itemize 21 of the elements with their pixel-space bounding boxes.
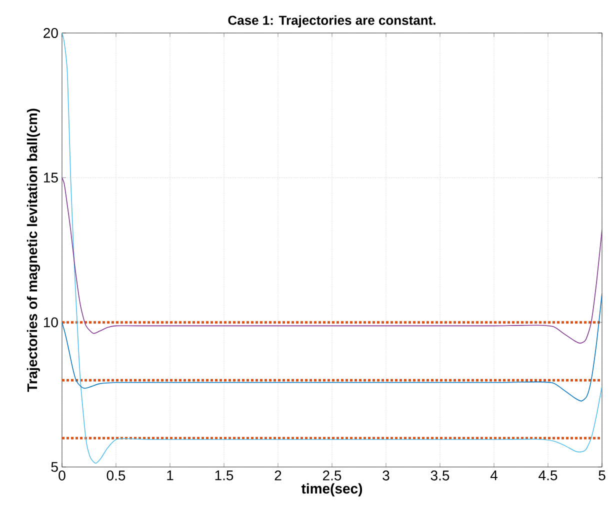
x-tick-label: 0 xyxy=(58,470,66,480)
line-series xyxy=(62,33,602,464)
line-series xyxy=(62,177,602,344)
x-tick-label: 1.5 xyxy=(215,470,234,480)
x-tick-label: 4 xyxy=(490,470,498,480)
x-tick-label: 4.5 xyxy=(538,470,558,480)
chart-title: Case 1: Trajectories are constant. xyxy=(228,15,436,28)
x-tick-label: 3.5 xyxy=(430,470,450,480)
y-tick-label: 10 xyxy=(44,317,58,328)
y-tick-label: 20 xyxy=(44,28,58,38)
y-axis-title: Trajectories of magnetic levitation ball(cm) xyxy=(26,108,40,392)
y-tick-label: 15 xyxy=(44,172,58,183)
line-series xyxy=(62,293,602,402)
y-tick-label: 5 xyxy=(51,462,58,472)
x-tick-label: 2.5 xyxy=(322,470,342,480)
x-tick-label: 2 xyxy=(274,470,282,480)
x-tick-label: 5 xyxy=(598,470,606,480)
x-tick-label: 1 xyxy=(167,470,174,480)
x-tick-label: 3 xyxy=(382,470,390,480)
x-tick-label: 0.5 xyxy=(106,470,126,480)
x-axis-title: time(sec) xyxy=(301,483,362,496)
